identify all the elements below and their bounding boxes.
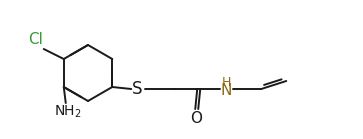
Text: H: H bbox=[221, 75, 231, 89]
Text: O: O bbox=[190, 111, 202, 126]
Text: Cl: Cl bbox=[28, 32, 43, 47]
Text: NH$_2$: NH$_2$ bbox=[54, 104, 82, 120]
Text: N: N bbox=[221, 83, 232, 97]
Text: S: S bbox=[132, 80, 143, 98]
